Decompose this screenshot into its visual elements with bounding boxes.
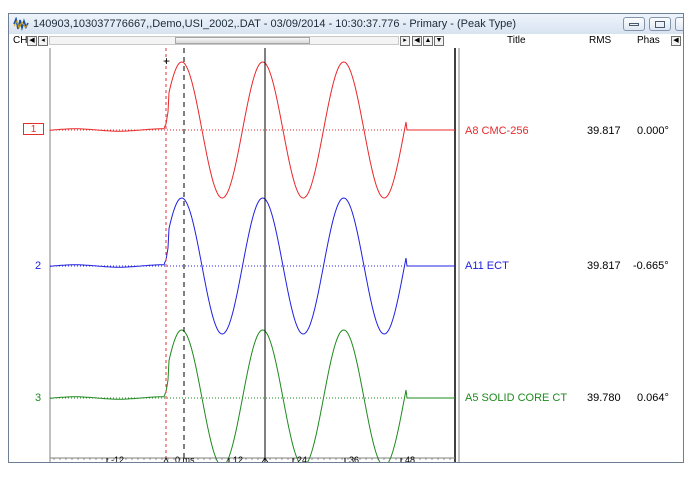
time-tick-label: -12 bbox=[111, 455, 124, 463]
channel-1-rms: 39.817 bbox=[587, 125, 621, 137]
channel-1-phase: 0.000° bbox=[637, 125, 669, 137]
channel-scroll-left-button[interactable]: ◀ bbox=[27, 36, 37, 46]
time-tick-label: 24 bbox=[297, 455, 307, 463]
channel-1-number[interactable]: 1 bbox=[23, 123, 44, 135]
phase-column-header: Phas bbox=[637, 35, 660, 46]
waveform-traces bbox=[49, 61, 455, 463]
time-axis-ticks: -12 12 24 36 48 bbox=[53, 455, 451, 463]
column-header-row: CH ◀ ◂ ▸ ◀ ▲ ▼ Title RMS Phas ◀ bbox=[9, 34, 683, 48]
window-title: 140903,103037776667,,Demo,USI_2002,.DAT … bbox=[33, 18, 517, 30]
cursor-time-marker bbox=[261, 457, 269, 462]
scroll-down-button[interactable]: ▼ bbox=[434, 36, 444, 46]
channel-2-rms: 39.817 bbox=[587, 260, 621, 272]
channel-3-phase: 0.064° bbox=[637, 392, 669, 404]
time-tick-label: 12 bbox=[233, 455, 243, 463]
title-bar: 140903,103037776667,,Demo,USI_2002,.DAT … bbox=[9, 14, 683, 34]
waveform-plot[interactable]: + -12 12 24 36 48 0 ms bbox=[9, 14, 684, 463]
maximize-icon bbox=[655, 21, 665, 28]
rms-column-header: RMS bbox=[589, 35, 612, 46]
title-column-header: Title bbox=[507, 35, 526, 46]
channel-2-title[interactable]: A11 ECT bbox=[465, 260, 509, 272]
channel-2-trace[interactable] bbox=[49, 197, 455, 335]
close-button[interactable] bbox=[675, 17, 683, 31]
scroll-left-button[interactable]: ◂ bbox=[38, 36, 48, 46]
time-scrollbar[interactable] bbox=[49, 36, 399, 45]
channel-3-number[interactable]: 3 bbox=[35, 392, 42, 404]
minimize-icon bbox=[629, 23, 639, 26]
channel-1-trace[interactable] bbox=[49, 61, 455, 199]
channel-1-title[interactable]: A8 CMC-256 bbox=[465, 125, 529, 137]
time-scrollbar-thumb[interactable] bbox=[175, 37, 310, 44]
channel-2-number[interactable]: 2 bbox=[35, 260, 42, 272]
trigger-marker: + bbox=[163, 54, 170, 68]
columns-scroll-button[interactable]: ◀ bbox=[671, 36, 681, 46]
scroll-end-button[interactable]: ◀ bbox=[412, 36, 422, 46]
time-zero-label: 0 ms bbox=[175, 455, 195, 463]
channel-3-trace[interactable] bbox=[49, 329, 455, 463]
trigger-time-marker bbox=[163, 457, 169, 462]
waveform-viewer-window: 140903,103037776667,,Demo,USI_2002,.DAT … bbox=[8, 13, 684, 463]
app-waveform-icon bbox=[13, 17, 29, 31]
scroll-right-button[interactable]: ▸ bbox=[400, 36, 410, 46]
time-tick-label: 48 bbox=[405, 455, 415, 463]
channel-2-phase: -0.665° bbox=[633, 260, 669, 272]
scroll-up-button[interactable]: ▲ bbox=[423, 36, 433, 46]
channel-3-title[interactable]: A5 SOLID CORE CT bbox=[465, 392, 568, 404]
baselines bbox=[50, 129, 455, 399]
ch-column-header: CH bbox=[13, 35, 28, 46]
maximize-button[interactable] bbox=[649, 17, 671, 31]
channel-3-rms: 39.780 bbox=[587, 392, 621, 404]
minimize-button[interactable] bbox=[623, 17, 645, 31]
